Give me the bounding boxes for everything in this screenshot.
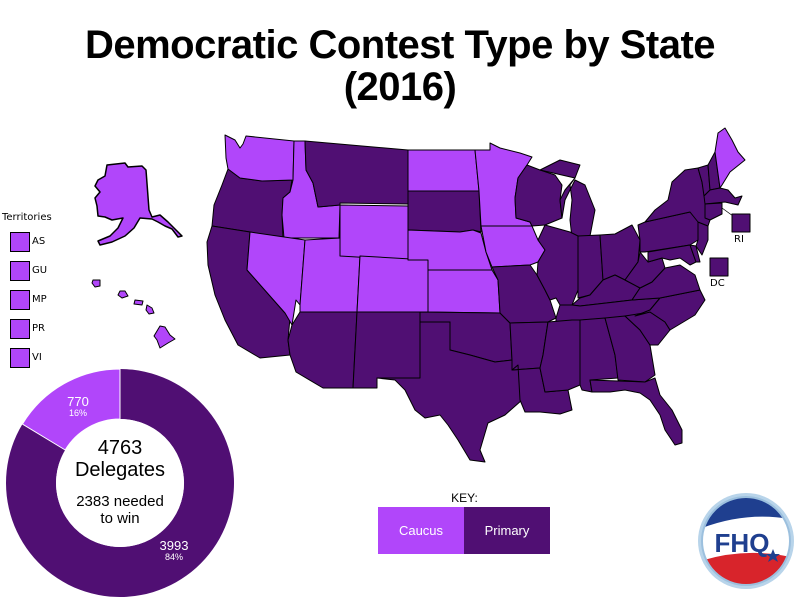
delegate-total-label: Delegates [74,459,166,481]
territory-label: AS [32,236,46,247]
state-mi[interactable] [539,159,596,239]
state-ma[interactable] [703,187,743,206]
key-title: KEY: [451,491,478,505]
state-az[interactable] [287,311,358,389]
state-de[interactable] [689,244,701,263]
ri-label: RI [734,234,744,245]
state-hi-4[interactable] [145,304,155,315]
key-primary: Primary [464,507,550,554]
state-hi-2[interactable] [117,290,129,299]
key-legend: Caucus Primary [378,507,550,554]
caucus-value: 770 [67,394,89,409]
state-wy[interactable] [339,204,409,261]
primary-percent: 84% [164,552,183,562]
fhq-logo-text: FHQ [715,528,770,558]
state-nc[interactable] [634,289,706,331]
territory-swatch [10,347,30,368]
territory-swatch [10,289,30,310]
star-icon [766,549,780,562]
key-caucus: Caucus [378,507,464,554]
primary-value: 3993 [159,538,189,553]
donut-slice-primary[interactable] [6,369,235,597]
needed-to-win-line-2: to win [100,510,140,527]
state-sd[interactable] [407,190,482,233]
territories-legend: Territories AS GU MP PR VI [2,212,52,372]
territory-swatch [10,260,30,281]
fhq-logo: FHQ [698,493,794,589]
state-hi-5[interactable] [153,325,176,349]
territory-as[interactable]: AS [2,227,52,256]
state-ks[interactable] [427,269,501,314]
state-fl[interactable] [589,377,683,446]
dc-label: DC [710,278,725,289]
territory-label: PR [32,323,45,334]
state-ms[interactable] [539,319,581,393]
territory-label: GU [32,265,48,276]
territory-swatch [10,231,30,252]
territory-gu[interactable]: GU [2,256,52,285]
state-wa[interactable] [224,134,295,182]
state-ct[interactable] [704,202,723,221]
delegate-total: 4763 [97,437,143,459]
state-ne[interactable] [407,229,493,271]
territories-title: Territories [2,212,52,223]
territory-vi[interactable]: VI [2,343,52,372]
page-title: Democratic Contest Type by State (2016) [0,24,800,108]
state-wi[interactable] [514,164,563,227]
territory-label: VI [32,352,42,363]
caucus-slice-label: 770 16% [58,395,98,418]
state-nd[interactable] [407,149,480,192]
title-line-1: Democratic Contest Type by State [84,23,716,67]
state-hi-3[interactable] [133,299,144,306]
state-co[interactable] [356,255,429,313]
delegate-donut-chart [6,368,235,597]
territory-swatch [10,318,30,339]
state-ak[interactable] [94,162,183,246]
caucus-percent: 16% [68,408,87,418]
state-me[interactable] [714,127,746,189]
donut-center: 4763 Delegates 2383 needed to win [5,368,235,598]
state-hi-1[interactable] [91,279,101,288]
primary-slice-label: 3993 84% [152,539,196,562]
state-ia[interactable] [480,225,546,268]
territory-label: MP [32,294,47,305]
state-mt[interactable] [304,140,409,208]
title-line-2: (2016) [343,65,457,109]
state-tx[interactable] [376,321,523,463]
state-nm[interactable] [352,311,421,389]
state-ri-box[interactable] [731,213,751,233]
territory-pr[interactable]: PR [2,314,52,343]
territory-mp[interactable]: MP [2,285,52,314]
state-dc-box[interactable] [709,257,729,277]
state-nj[interactable] [695,221,709,256]
needed-to-win-line-1: 2383 needed [76,493,164,510]
